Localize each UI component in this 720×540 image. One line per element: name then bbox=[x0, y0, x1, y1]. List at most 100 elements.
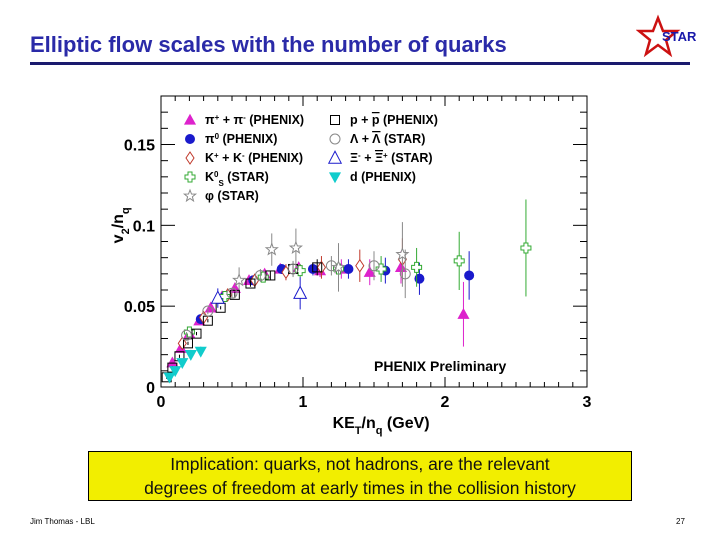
data-point bbox=[293, 285, 308, 299]
data-point bbox=[194, 346, 207, 358]
y-tick-label: 0.15 bbox=[124, 138, 155, 155]
data-point bbox=[182, 338, 193, 349]
data-point bbox=[181, 329, 193, 341]
data-point bbox=[411, 261, 423, 273]
legend-label-part: + bbox=[361, 151, 375, 165]
x-tick-label: 1 bbox=[299, 394, 308, 411]
x-axis-label-part: /n bbox=[362, 415, 376, 432]
legend-label-part: + bbox=[215, 113, 220, 122]
series-7 bbox=[210, 277, 308, 310]
legend-marker bbox=[185, 151, 195, 165]
legend-label-part: (PHENIX) bbox=[245, 151, 303, 165]
callout-line-1: Implication: quarks, not hadrons, are th… bbox=[170, 454, 550, 474]
implication-callout: Implication: quarks, not hadrons, are th… bbox=[88, 451, 632, 501]
data-point bbox=[210, 290, 225, 304]
series-8 bbox=[163, 346, 207, 384]
legend-label-part: - bbox=[242, 151, 245, 160]
star-logo-icon bbox=[636, 14, 681, 58]
x-tick-label: 0 bbox=[157, 394, 166, 411]
x-axis-label-part: (GeV) bbox=[382, 415, 429, 432]
data-point bbox=[331, 260, 346, 274]
legend-marker bbox=[182, 188, 198, 203]
x-tick-label: 3 bbox=[583, 394, 592, 411]
legend-label: π0 (PHENIX) bbox=[205, 132, 277, 147]
title-underline bbox=[30, 62, 690, 65]
legend-label: Λ + Λ (STAR) bbox=[350, 132, 425, 146]
star-logo: STAR bbox=[636, 14, 696, 58]
x-axis-label-part: q bbox=[376, 425, 383, 437]
series-6 bbox=[181, 249, 411, 341]
data-point bbox=[288, 240, 303, 254]
x-axis-label: KET/nq (GeV) bbox=[333, 415, 430, 437]
legend-label-part: S bbox=[218, 179, 224, 188]
data-point bbox=[457, 308, 470, 319]
legend-marker bbox=[183, 113, 197, 125]
legend-label-part: + π bbox=[219, 113, 243, 127]
legend-label-part: d (PHENIX) bbox=[350, 170, 416, 184]
y-tick-label: 0.05 bbox=[124, 299, 155, 316]
data-point bbox=[226, 287, 238, 299]
series-5 bbox=[161, 259, 323, 383]
legend-label-part: + K bbox=[219, 151, 242, 165]
preliminary-annotation: PHENIX Preliminary bbox=[374, 358, 506, 374]
legend-label-part: p bbox=[372, 113, 380, 127]
data-point bbox=[464, 270, 475, 281]
legend-label-part: π bbox=[205, 113, 215, 127]
legend-label-part: Λ + bbox=[350, 132, 372, 146]
data-point bbox=[254, 269, 266, 281]
slide-title: Elliptic flow scales with the number of … bbox=[30, 32, 507, 57]
legend-label: π+ + π- (PHENIX) bbox=[205, 113, 304, 128]
data-point bbox=[229, 289, 240, 300]
legend-label-part: (PHENIX) bbox=[219, 132, 277, 146]
x-axis-label-part: T bbox=[355, 425, 362, 437]
data-point bbox=[368, 260, 380, 272]
data-point bbox=[395, 246, 410, 261]
data-point bbox=[453, 255, 465, 267]
data-point bbox=[287, 263, 299, 275]
legend-label-part: Λ bbox=[372, 132, 381, 146]
legend-label-part: Ξ bbox=[375, 151, 383, 165]
legend-marker bbox=[329, 133, 341, 145]
data-point bbox=[294, 265, 306, 277]
legend-label-part: φ (STAR) bbox=[205, 189, 259, 203]
data-point bbox=[176, 358, 189, 369]
data-point bbox=[312, 262, 323, 273]
legend-label: K0S (STAR) bbox=[205, 170, 269, 188]
legend-label-part: π bbox=[205, 132, 215, 146]
star-logo-text: STAR bbox=[662, 29, 696, 44]
legend-marker bbox=[327, 150, 343, 164]
callout-line-2: degrees of freedom at early times in the… bbox=[144, 478, 576, 498]
legend-label-part: (PHENIX) bbox=[246, 113, 304, 127]
legend-label: φ (STAR) bbox=[205, 189, 259, 203]
y-axis-label-part: /n bbox=[110, 214, 127, 228]
data-point bbox=[166, 356, 179, 368]
legend-label-part: (STAR) bbox=[388, 151, 433, 165]
data-point bbox=[375, 263, 387, 275]
legend-label-part: 0 bbox=[215, 132, 220, 141]
data-point bbox=[163, 372, 176, 384]
data-point bbox=[355, 258, 365, 273]
legend-marker bbox=[328, 172, 342, 184]
data-point bbox=[232, 272, 247, 287]
legend-label: K+ + K- (PHENIX) bbox=[205, 151, 303, 166]
data-point bbox=[245, 278, 256, 289]
legend-label-part: + bbox=[214, 151, 219, 160]
legend-label-part: - bbox=[358, 151, 361, 160]
series-4 bbox=[232, 222, 410, 294]
data-point bbox=[191, 328, 202, 339]
data-point bbox=[325, 260, 337, 272]
legend-label-part: (STAR) bbox=[224, 170, 269, 184]
y-axis-label-part: v bbox=[110, 234, 127, 243]
legend-label-part: K bbox=[205, 170, 214, 184]
data-point bbox=[202, 305, 214, 317]
legend-label: Ξ- + Ξ+ (STAR) bbox=[350, 151, 433, 166]
legend-label-part: K bbox=[205, 151, 214, 165]
y-tick-label: 0 bbox=[146, 380, 155, 397]
y-tick-label: 0.1 bbox=[133, 218, 155, 235]
legend-label-part: - bbox=[243, 113, 246, 122]
legend-label-part: (PHENIX) bbox=[380, 113, 438, 127]
data-point bbox=[399, 268, 411, 280]
y-axis-label-part: 2 bbox=[120, 228, 132, 234]
data-point bbox=[264, 242, 279, 256]
y-axis-label-part: q bbox=[120, 207, 132, 214]
